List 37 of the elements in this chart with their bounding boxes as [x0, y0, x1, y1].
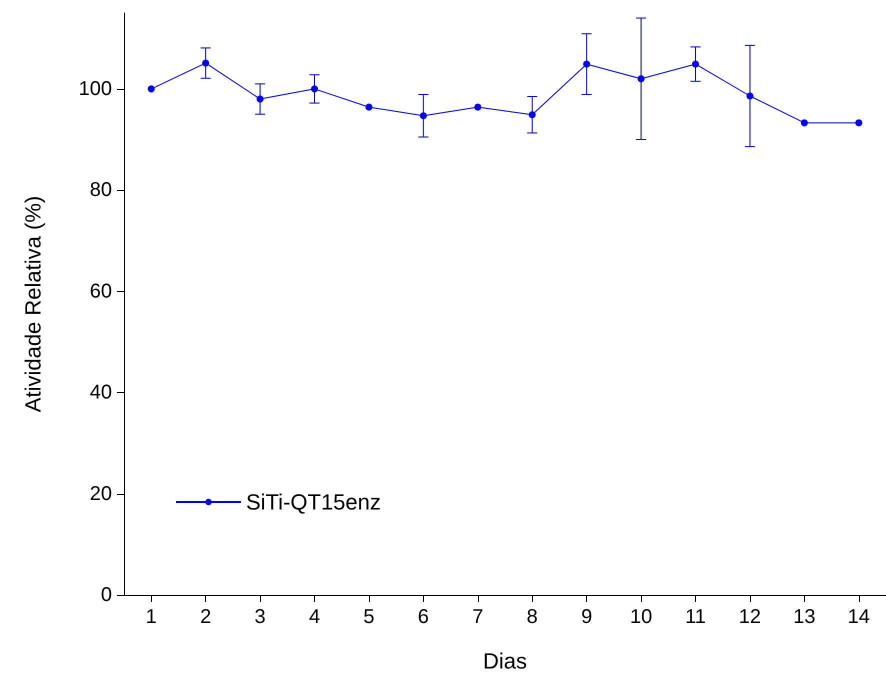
x-tick-label: 13 — [793, 606, 816, 628]
legend-label: SiTi-QT15enz — [246, 490, 381, 514]
x-tick-label: 5 — [363, 606, 374, 628]
y-tick-label: 20 — [90, 482, 112, 505]
point — [311, 85, 318, 92]
x-tick-label: 6 — [418, 606, 429, 628]
x-tick-label: 8 — [526, 606, 538, 628]
point — [528, 111, 536, 118]
y-tick-label: 100 — [78, 78, 112, 100]
x-tick-label: 3 — [254, 606, 266, 628]
y-tick-label: 40 — [90, 382, 112, 404]
x-tick-label: 12 — [738, 606, 762, 628]
point — [583, 60, 590, 68]
y-tick-label: 60 — [90, 280, 112, 302]
point — [202, 60, 210, 67]
point — [638, 75, 645, 82]
point — [420, 112, 427, 120]
y-tick-label: 80 — [90, 179, 112, 202]
x-tick-label: 1 — [146, 606, 157, 628]
point — [474, 104, 482, 111]
point — [256, 96, 264, 103]
point — [855, 119, 862, 126]
y-axis-title: Atividade Relativa (%) — [20, 196, 46, 412]
point — [148, 85, 155, 92]
x-tick-label: 14 — [848, 606, 870, 628]
point — [746, 92, 754, 100]
point — [800, 119, 808, 126]
y-tick-label: 0 — [100, 584, 112, 606]
x-tick-label: 9 — [581, 606, 592, 628]
point — [365, 104, 372, 111]
x-axis-title: Dias — [482, 648, 528, 674]
x-tick-label: 2 — [200, 606, 212, 628]
x-tick-label: 4 — [308, 606, 320, 628]
x-tick-label: 10 — [630, 606, 652, 628]
x-tick-label: 11 — [685, 606, 706, 628]
point — [692, 60, 699, 68]
x-tick-label: 7 — [472, 606, 484, 628]
